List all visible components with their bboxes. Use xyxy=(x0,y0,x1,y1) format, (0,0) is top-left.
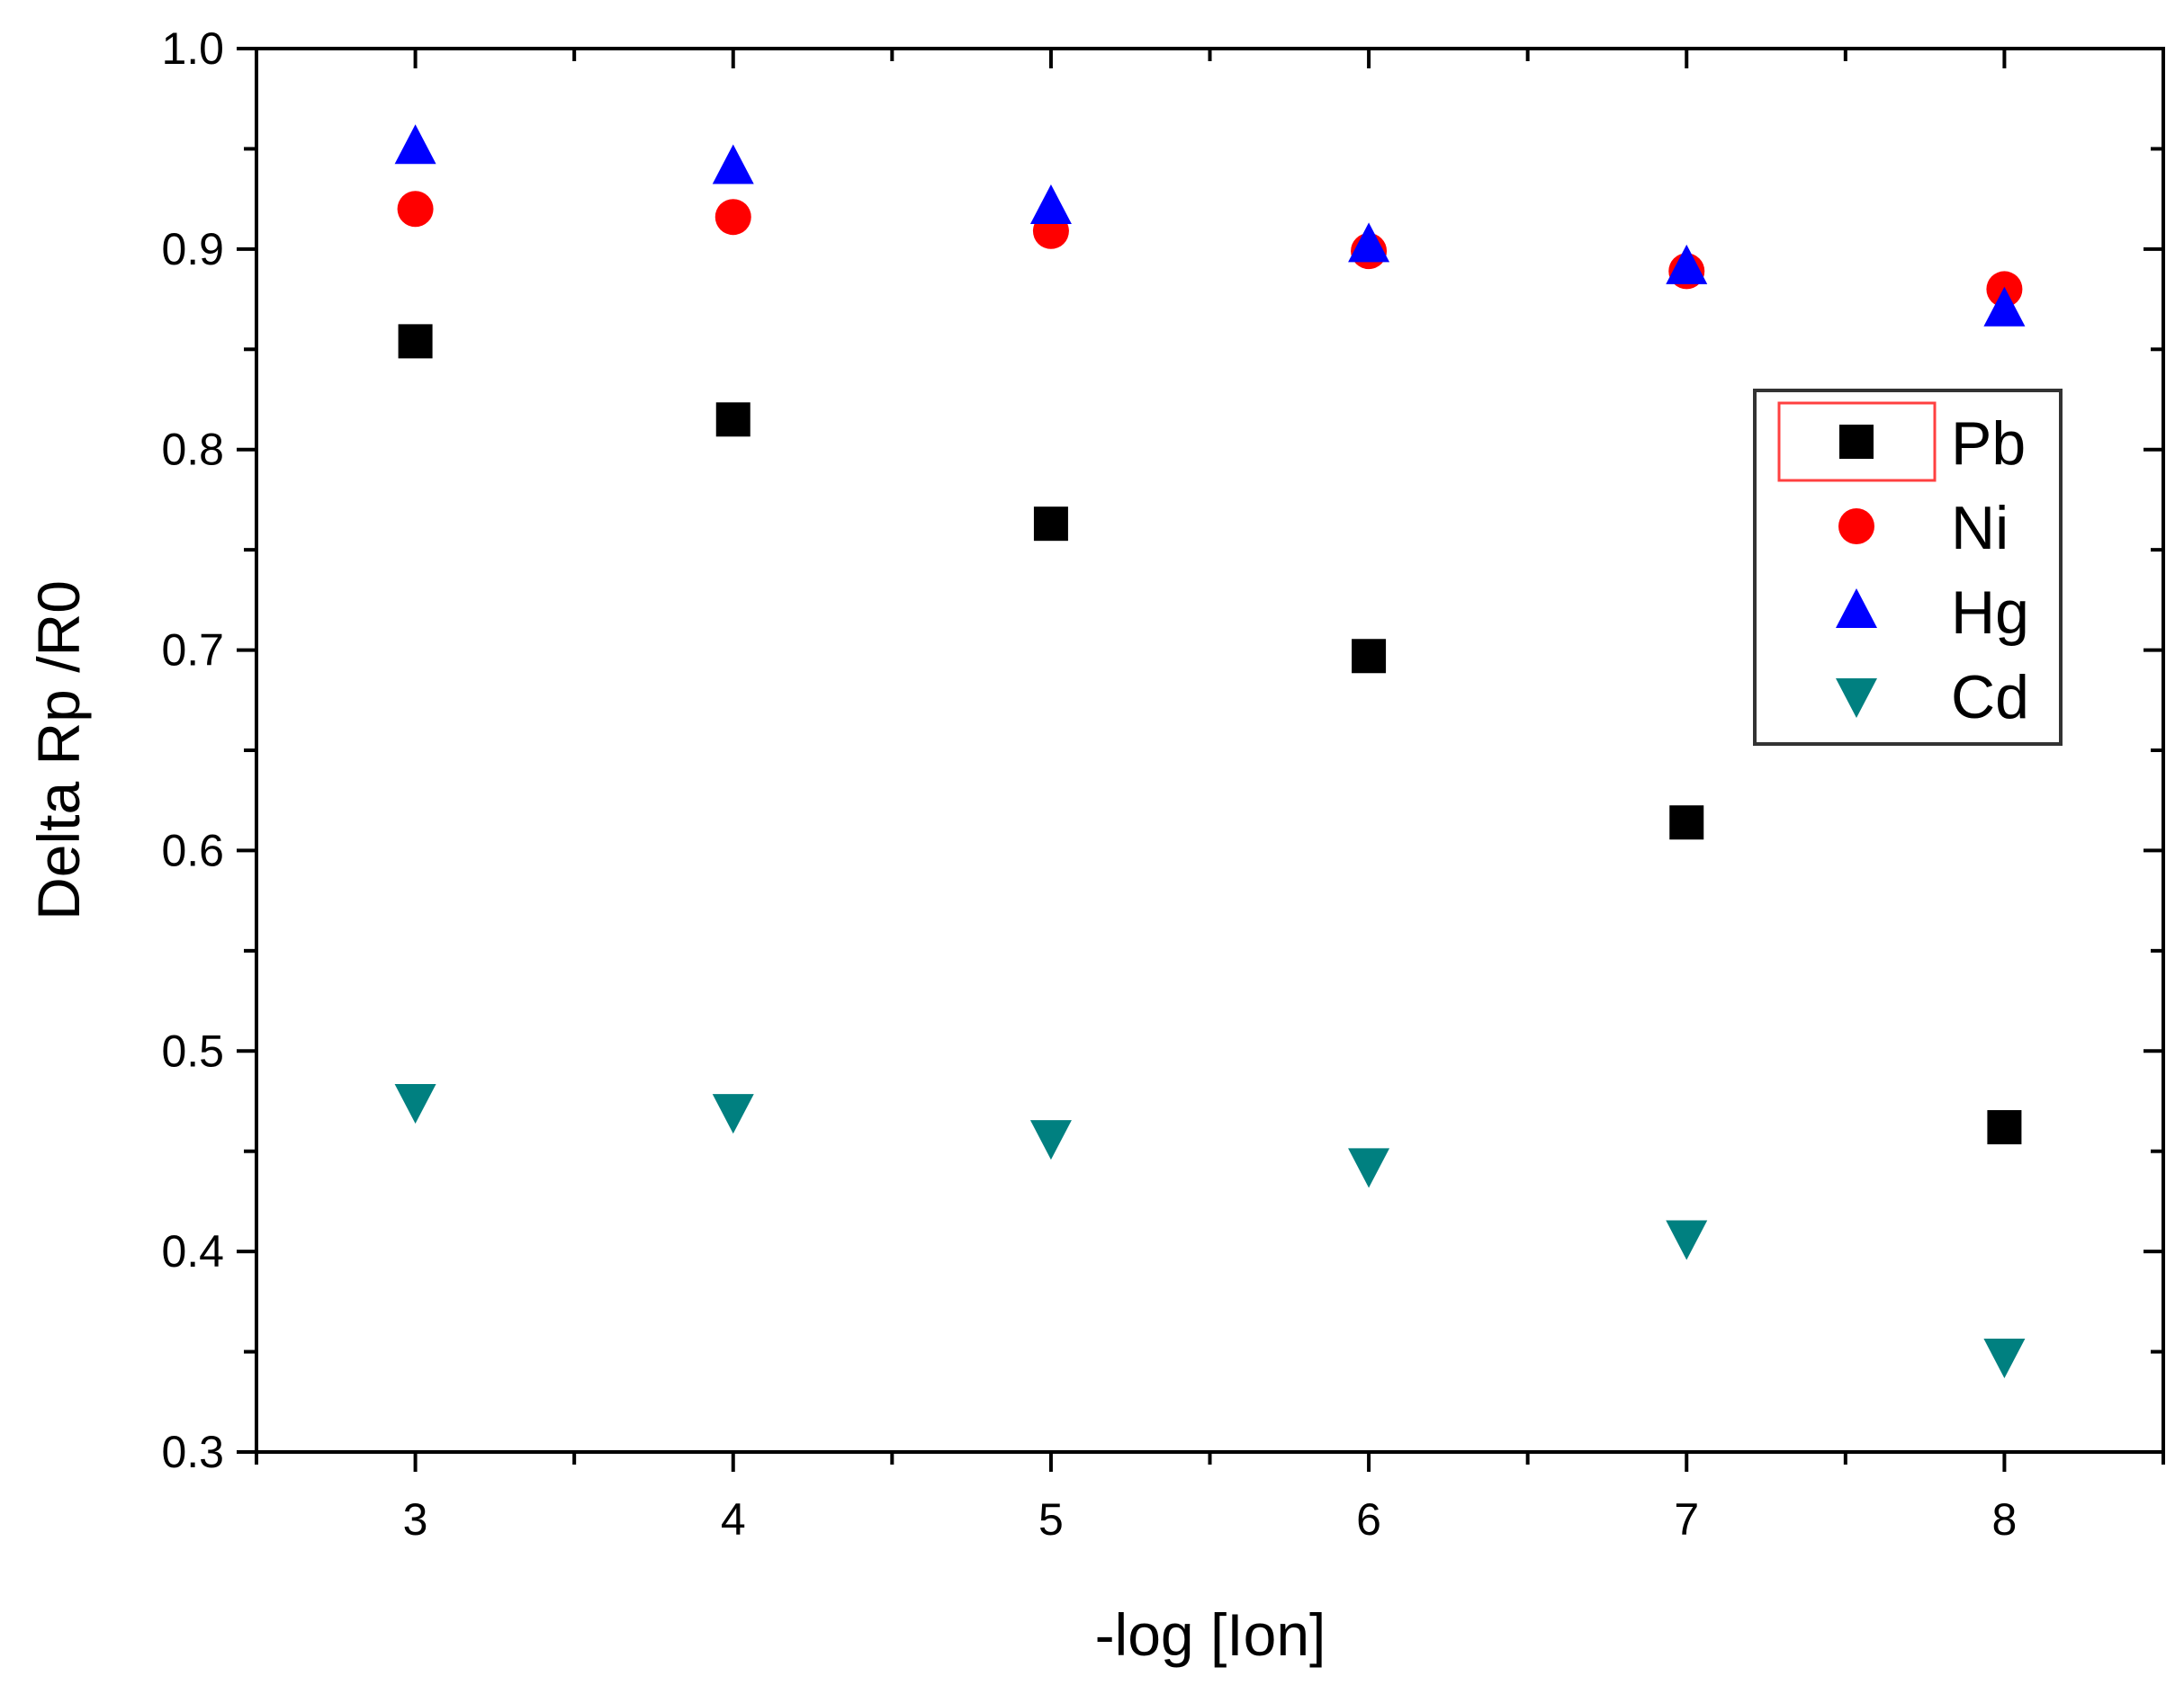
y-tick-label: 0.5 xyxy=(161,1026,224,1076)
legend-label: Hg xyxy=(1951,578,2029,647)
data-point-pb xyxy=(1669,805,1704,840)
y-tick-label: 0.4 xyxy=(161,1226,224,1277)
y-tick-label: 0.9 xyxy=(161,224,224,274)
data-point-hg xyxy=(394,124,436,165)
legend-highlight xyxy=(1777,401,1937,482)
y-axis-label: Delta Rp /R0 xyxy=(25,580,92,920)
y-tick-label: 0.8 xyxy=(161,425,224,475)
plot-frame xyxy=(255,47,2165,1454)
data-point-pb xyxy=(398,324,433,359)
y-tick-label: 0.6 xyxy=(161,825,224,875)
data-point-hg xyxy=(1029,184,1072,225)
data-point-cd xyxy=(712,1094,754,1134)
legend-label: Ni xyxy=(1951,494,2009,562)
data-point-hg xyxy=(712,144,754,184)
data-point-cd xyxy=(1348,1148,1390,1188)
y-tick-label: 0.3 xyxy=(161,1427,224,1477)
data-point-pb xyxy=(715,402,750,437)
x-tick-label: 5 xyxy=(1038,1494,1064,1545)
x-tick-label: 6 xyxy=(1356,1494,1381,1545)
data-point-hg xyxy=(1348,222,1390,263)
legend-marker-cd xyxy=(1836,678,1877,718)
x-tick-label: 8 xyxy=(1992,1494,2018,1545)
legend-box xyxy=(1753,389,2063,746)
legend-marker-pb xyxy=(1839,425,1874,459)
x-tick-label: 7 xyxy=(1674,1494,1699,1545)
data-point-hg xyxy=(1666,244,1708,284)
legend-label: Pb xyxy=(1951,409,2026,478)
x-axis-label: -log [Ion] xyxy=(1095,1601,1326,1668)
data-point-pb xyxy=(1352,639,1387,674)
y-tick-label: 1.0 xyxy=(161,23,224,74)
data-point-ni xyxy=(397,191,434,228)
legend-label: Cd xyxy=(1951,663,2029,731)
data-point-hg xyxy=(1983,286,2026,327)
legend-marker-hg xyxy=(1836,588,1877,628)
y-tick-label: 0.7 xyxy=(161,625,224,676)
data-point-cd xyxy=(394,1084,436,1124)
legend: Pb Ni Hg Cd xyxy=(1753,389,2063,746)
data-point-cd xyxy=(1983,1339,2026,1379)
legend-marker-ni xyxy=(1838,508,1874,544)
data-point-ni xyxy=(715,199,751,236)
data-point-cd xyxy=(1666,1220,1708,1260)
data-point-cd xyxy=(1029,1120,1072,1161)
data-point-pb xyxy=(1033,506,1068,542)
x-tick-label: 3 xyxy=(403,1494,428,1545)
data-point-pb xyxy=(1987,1109,2022,1144)
x-tick-label: 4 xyxy=(721,1494,746,1545)
